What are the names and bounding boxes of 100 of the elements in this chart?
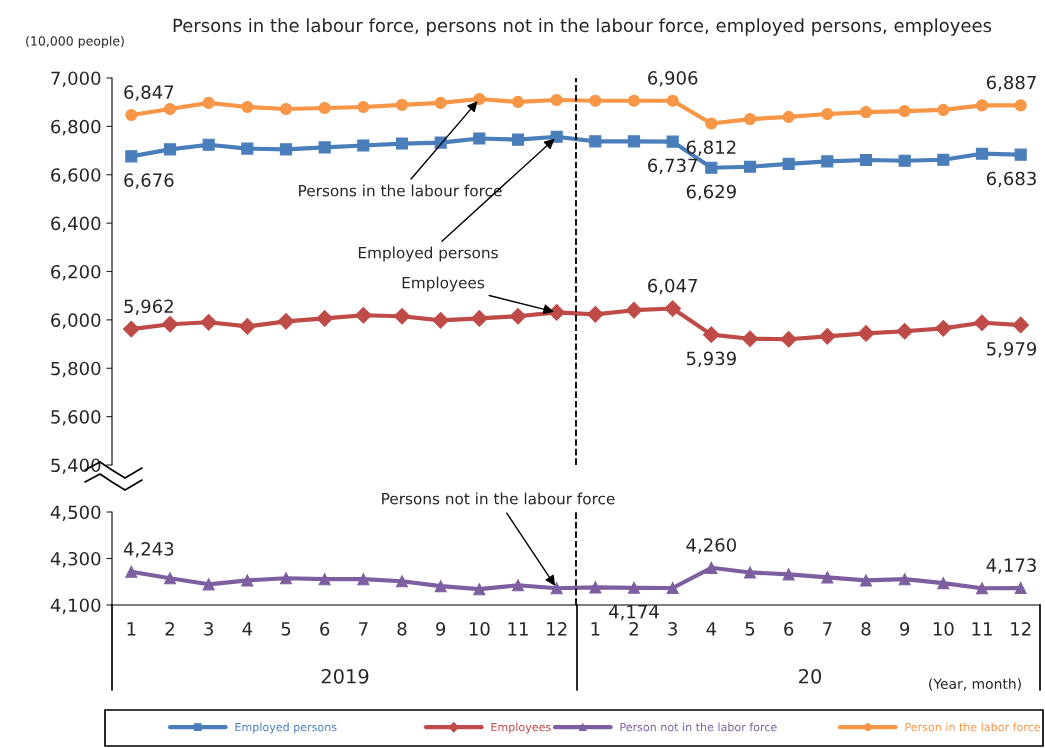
- point: [318, 573, 331, 586]
- x-tick-label: 8: [397, 621, 407, 636]
- x-tick-label: 1: [127, 622, 136, 636]
- point: [782, 110, 795, 124]
- point: [434, 580, 447, 593]
- point: [316, 310, 334, 327]
- point: [782, 568, 795, 581]
- point: [432, 311, 450, 329]
- point: [357, 100, 370, 114]
- x-tick-label: 4: [706, 622, 717, 636]
- data-label: 6,812: [686, 140, 736, 156]
- point: [589, 581, 602, 594]
- x-tick-label: 12: [1011, 621, 1031, 636]
- point: [511, 95, 525, 109]
- point: [821, 155, 834, 168]
- point: [627, 135, 641, 148]
- point: [975, 99, 989, 112]
- text: 20: [799, 668, 822, 684]
- x-tick-label: 6: [784, 621, 794, 636]
- point: [354, 306, 372, 324]
- point: [586, 305, 604, 323]
- point: [202, 138, 215, 151]
- point: [743, 566, 757, 579]
- point: [896, 322, 914, 340]
- y-tick-label: 6,200: [51, 264, 101, 281]
- point: [393, 307, 411, 325]
- point: [550, 93, 563, 107]
- x-tick-label: 7: [823, 622, 832, 636]
- point: [279, 143, 293, 156]
- point: [357, 139, 370, 152]
- point: [395, 137, 409, 150]
- data-label: 4,174: [609, 605, 659, 621]
- point: [550, 582, 563, 595]
- point: [625, 301, 643, 319]
- point: [395, 98, 409, 111]
- point: [666, 581, 679, 595]
- point: [511, 133, 525, 146]
- point: [898, 573, 911, 586]
- data-label: 6,047: [648, 278, 697, 295]
- x-tick-label: 8: [861, 621, 871, 636]
- point: [743, 160, 757, 173]
- x-tick-label: 3: [204, 621, 213, 636]
- point: [434, 96, 447, 109]
- point: [627, 94, 641, 107]
- point: [589, 94, 602, 107]
- text: Person in the labor force: [905, 722, 1040, 732]
- data-label: 5,979: [987, 341, 1037, 358]
- point: [975, 147, 989, 160]
- point: [279, 102, 293, 116]
- y-tick-label: 6,400: [51, 216, 101, 233]
- point: [241, 142, 254, 155]
- y-tick-label: 7,000: [51, 71, 101, 87]
- point: [705, 117, 718, 130]
- point: [741, 330, 759, 348]
- text: 2019: [321, 668, 369, 684]
- point: [898, 154, 911, 167]
- x-tick-label: 1: [591, 622, 600, 636]
- data-label: 4,243: [123, 542, 174, 558]
- point: [821, 107, 834, 121]
- point: [975, 582, 989, 595]
- point: [666, 135, 679, 148]
- y-tick-label: 6,000: [51, 313, 101, 329]
- point: [1014, 581, 1027, 595]
- point: [857, 325, 875, 342]
- point: [937, 103, 950, 116]
- point: [163, 572, 177, 585]
- x-tick-label: 9: [436, 621, 446, 636]
- annotation: Persons not in the labour force: [382, 492, 615, 505]
- point: [279, 572, 293, 585]
- point: [589, 135, 602, 148]
- point: [473, 583, 486, 596]
- point: [200, 313, 218, 331]
- point: [1014, 148, 1027, 161]
- point: [122, 320, 140, 338]
- x-tick-label: 9: [900, 621, 910, 636]
- x-tick-label: 7: [359, 622, 368, 636]
- data-label: 6,683: [986, 171, 1036, 188]
- point: [627, 581, 641, 594]
- y-axis-title: (10,000 people): [26, 35, 124, 49]
- point: [470, 310, 488, 327]
- data-label: 6,676: [124, 173, 174, 189]
- point: [511, 579, 525, 592]
- point: [241, 100, 254, 114]
- y-tick-label: 4,300: [50, 551, 101, 568]
- y-tick-label: 5,600: [51, 410, 101, 426]
- x-tick-label: 10: [933, 621, 954, 636]
- point: [973, 314, 991, 332]
- y-tick-label: 6,800: [51, 119, 101, 136]
- text: Person not in the labor force: [620, 722, 777, 732]
- point: [664, 300, 682, 317]
- data-label: 6,887: [986, 75, 1036, 92]
- point: [898, 105, 911, 118]
- point: [395, 575, 409, 588]
- x-tick-label: 2: [165, 621, 174, 636]
- point: [318, 141, 331, 154]
- annotation: Employed persons: [358, 246, 498, 262]
- x-tick-label: 10: [469, 621, 490, 636]
- text: Employees: [491, 722, 551, 734]
- point: [125, 108, 138, 122]
- data-label: 5,962: [124, 299, 173, 315]
